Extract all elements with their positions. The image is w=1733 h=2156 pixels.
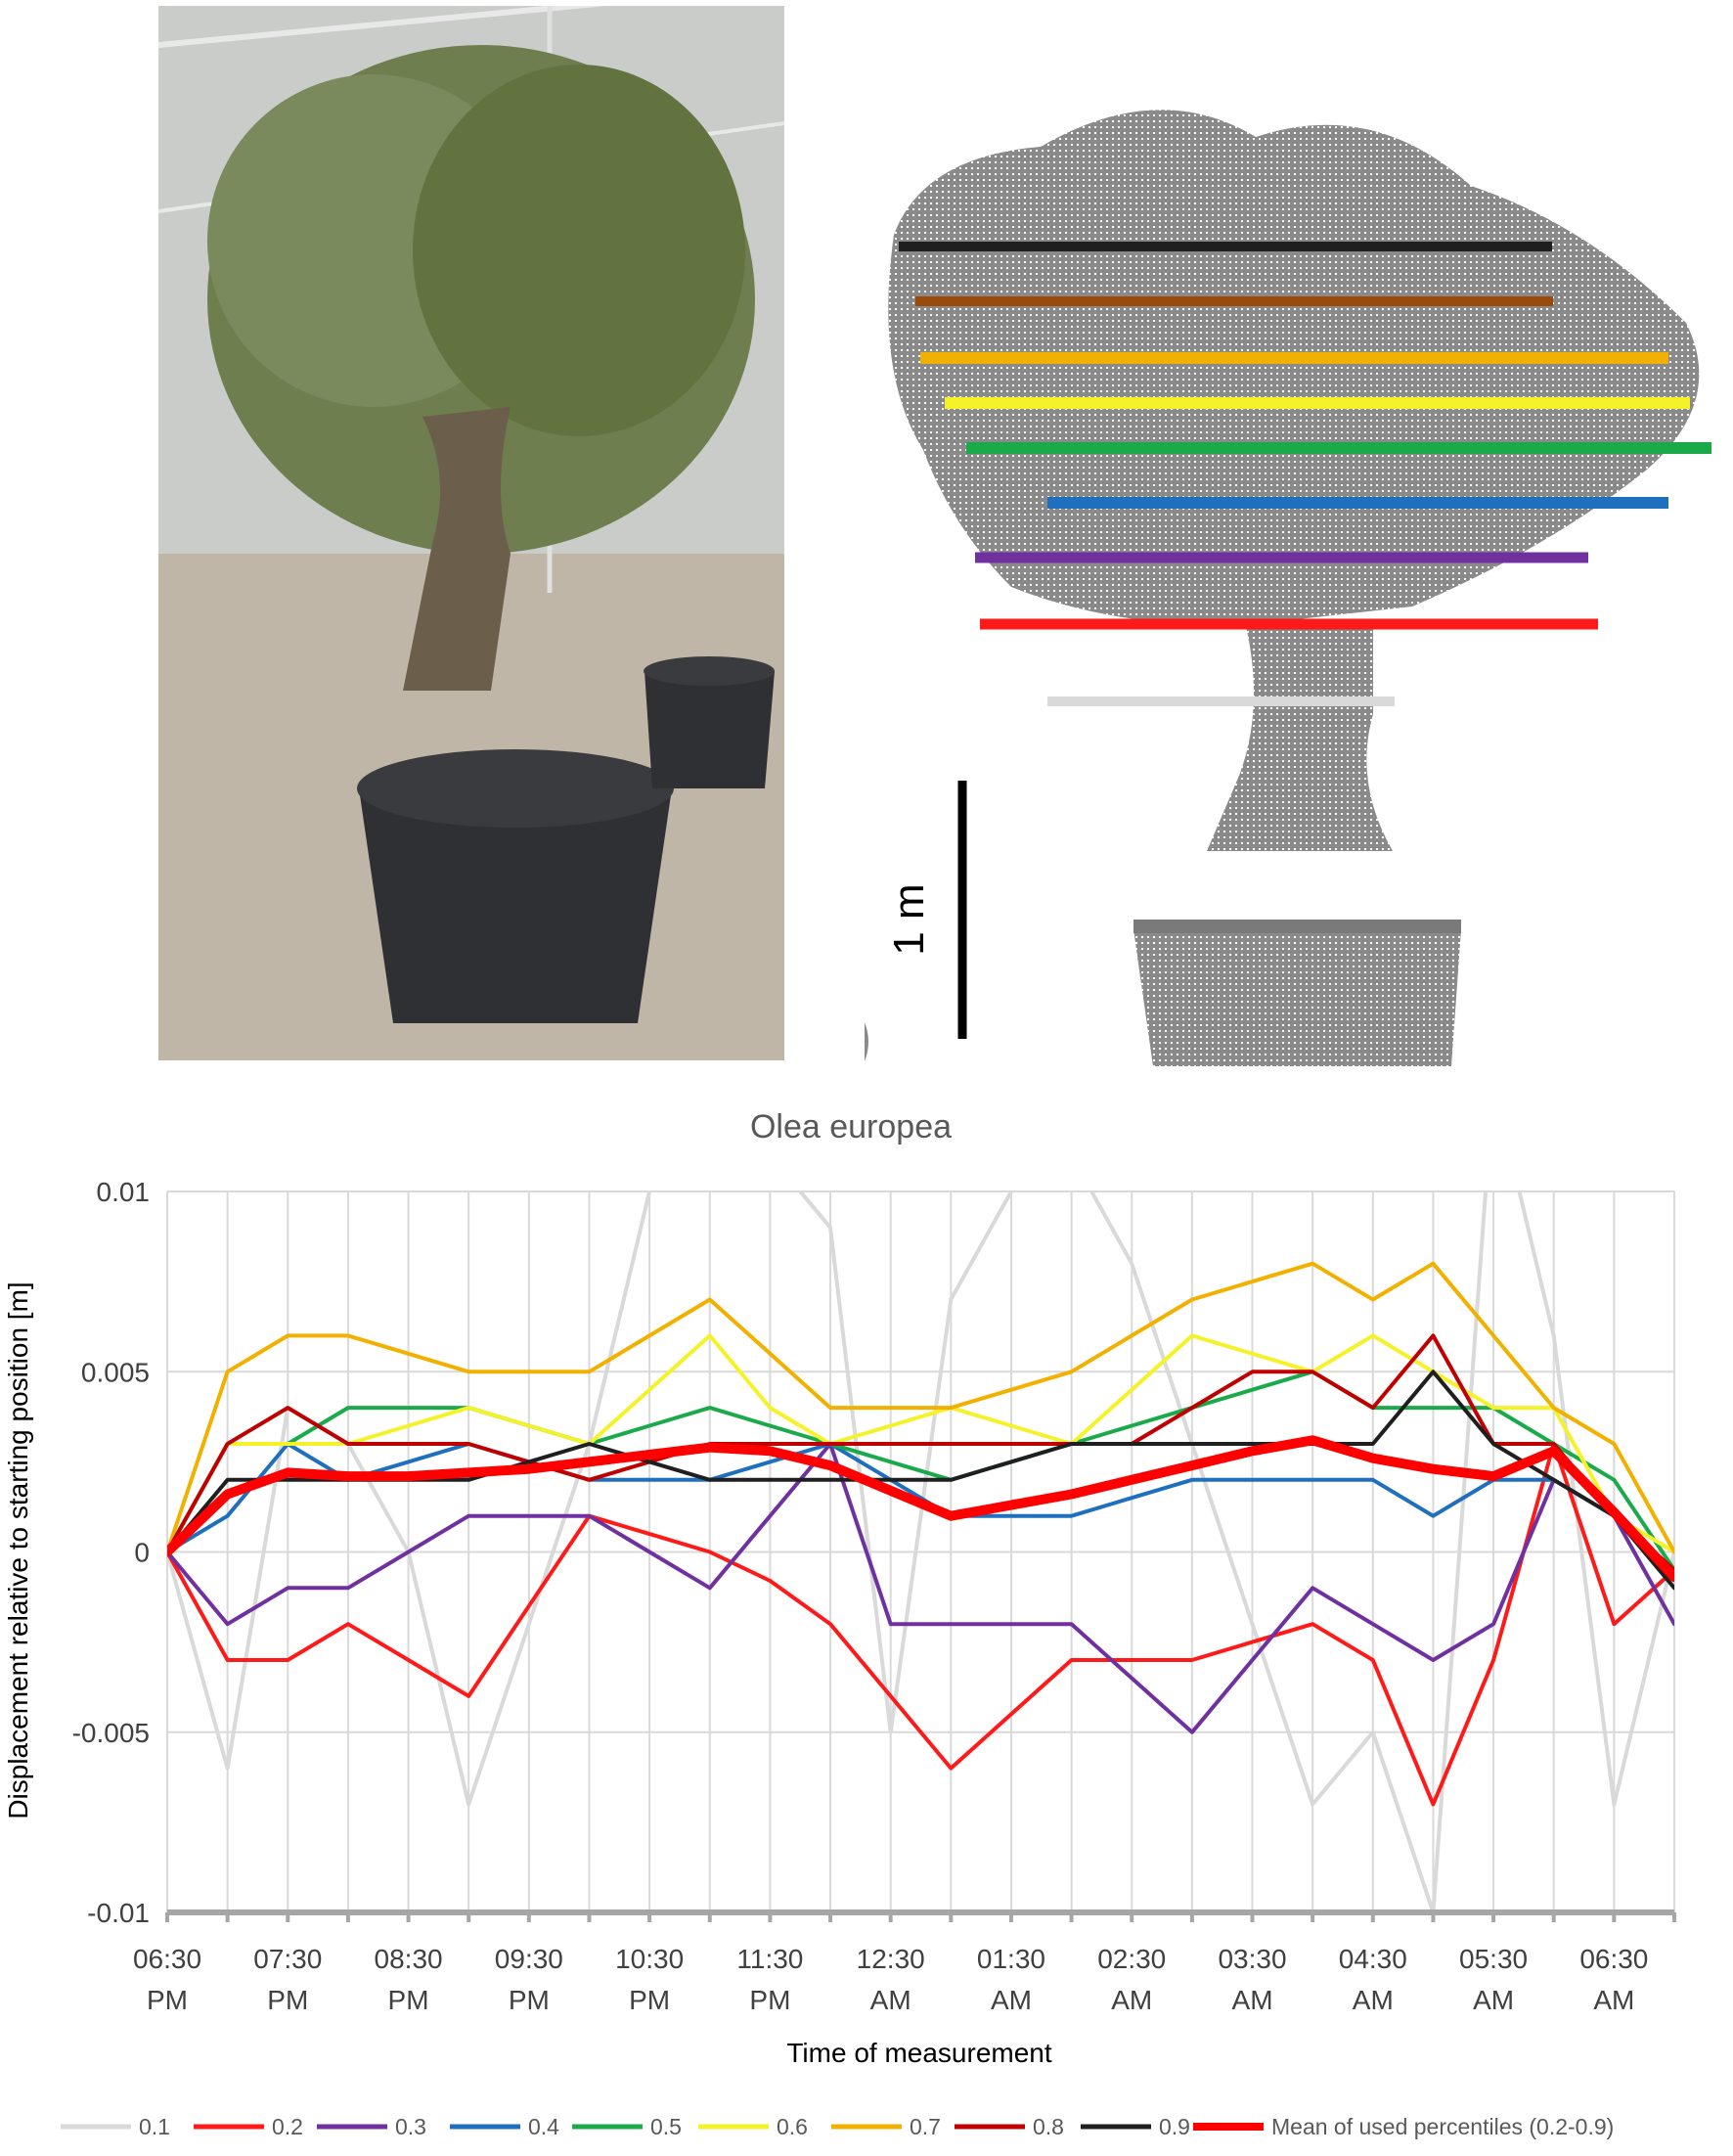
x-tick-label: AM — [1353, 1985, 1394, 2015]
x-tick-label: PM — [147, 1985, 188, 2015]
y-axis-title: Displacement relative to starting positi… — [3, 1281, 33, 1819]
point-cloud-image: 1 m — [865, 78, 1733, 1066]
gridlines — [166, 1190, 1675, 1913]
x-tick-label: AM — [870, 1985, 911, 2015]
x-tick-label: 11:30 — [736, 1944, 803, 1974]
x-axis-title: Time of measurement — [786, 2038, 1051, 2068]
x-tick-label: PM — [629, 1985, 670, 2015]
series-line-0.7 — [167, 1261, 1674, 1554]
series-line-0.2 — [167, 1442, 1674, 1807]
series-line-0.3 — [167, 1442, 1674, 1734]
legend-label: 0.5 — [650, 2114, 682, 2139]
x-tick-label: 09:30 — [495, 1944, 563, 1974]
series-line-0.4 — [167, 1442, 1674, 1572]
x-tick-label: 05:30 — [1459, 1944, 1528, 1974]
olive-tree-photo — [158, 6, 784, 1060]
x-tick-label: AM — [1473, 1985, 1514, 2015]
legend-label: Mean of used percentiles (0.2-0.9) — [1271, 2114, 1614, 2139]
x-tick-label: PM — [749, 1985, 790, 2015]
legend-label: 0.2 — [272, 2114, 303, 2139]
point-cloud-illustration: 1 m — [865, 110, 1711, 1066]
legend-label: 0.7 — [910, 2114, 941, 2139]
y-tick-label: -0.005 — [72, 1718, 150, 1748]
x-tick-label: 04:30 — [1339, 1944, 1407, 1974]
x-tick-label: 12:30 — [857, 1944, 925, 1974]
x-tick-label: 02:30 — [1097, 1944, 1166, 1974]
x-tick-label: 03:30 — [1218, 1944, 1286, 1974]
x-tick-label: 08:30 — [375, 1944, 443, 1974]
photo-illustration — [158, 6, 784, 1060]
x-axis: 06:30 PM 07:30 PM 08:30 PM 09:30 PM 10:30 PM 11:30… — [133, 1909, 1676, 2015]
legend: 0.1 0.2 0.3 0.4 0.5 0.6 0.7 0.8 0.9 Mean of used … — [61, 2114, 1614, 2139]
y-axis-ticks: 0.01 0.005 0 -0.005 -0.01 — [72, 1177, 150, 1928]
x-tick-label: PM — [267, 1985, 308, 2015]
x-tick-label: AM — [1111, 1985, 1152, 2015]
x-tick-label: 07:30 — [253, 1944, 322, 1974]
chart-title: Olea europea — [750, 1108, 952, 1145]
legend-label: 0.8 — [1033, 2114, 1064, 2139]
legend-label: 0.4 — [528, 2114, 559, 2139]
series-lines — [167, 1191, 1674, 1912]
x-tick-label: AM — [991, 1985, 1032, 2015]
displacement-chart: Olea europea 0.01 0.005 0 -0.005 -0.01 06:30… — [3, 1108, 1676, 2139]
y-tick-label: 0 — [134, 1538, 150, 1568]
series-line-0.6 — [167, 1333, 1674, 1554]
x-tick-label: 06:30 — [1579, 1944, 1648, 1974]
series-line-0.1 — [167, 1191, 1674, 1912]
x-tick-label: 10:30 — [615, 1944, 684, 1974]
y-tick-label: -0.01 — [87, 1898, 150, 1928]
series-line-0.5 — [167, 1370, 1674, 1572]
legend-label: 0.9 — [1159, 2114, 1190, 2139]
scale-bar-label: 1 m — [885, 883, 933, 955]
x-tick-label: 06:30 — [133, 1944, 201, 1974]
legend-label: 0.6 — [777, 2114, 808, 2139]
y-tick-label: 0.005 — [81, 1357, 150, 1387]
legend-label: 0.1 — [139, 2114, 170, 2139]
x-tick-label: AM — [1593, 1985, 1634, 2015]
y-tick-label: 0.01 — [97, 1177, 151, 1207]
legend-label: 0.3 — [395, 2114, 426, 2139]
x-tick-label: 01:30 — [977, 1944, 1045, 1974]
series-line-Mean of used percentiles (0.2-0.9) — [167, 1435, 1674, 1583]
x-tick-label: PM — [388, 1985, 429, 2015]
x-tick-label: PM — [509, 1985, 550, 2015]
x-tick-label: AM — [1232, 1985, 1273, 2015]
series-line-0.8 — [167, 1333, 1674, 1572]
